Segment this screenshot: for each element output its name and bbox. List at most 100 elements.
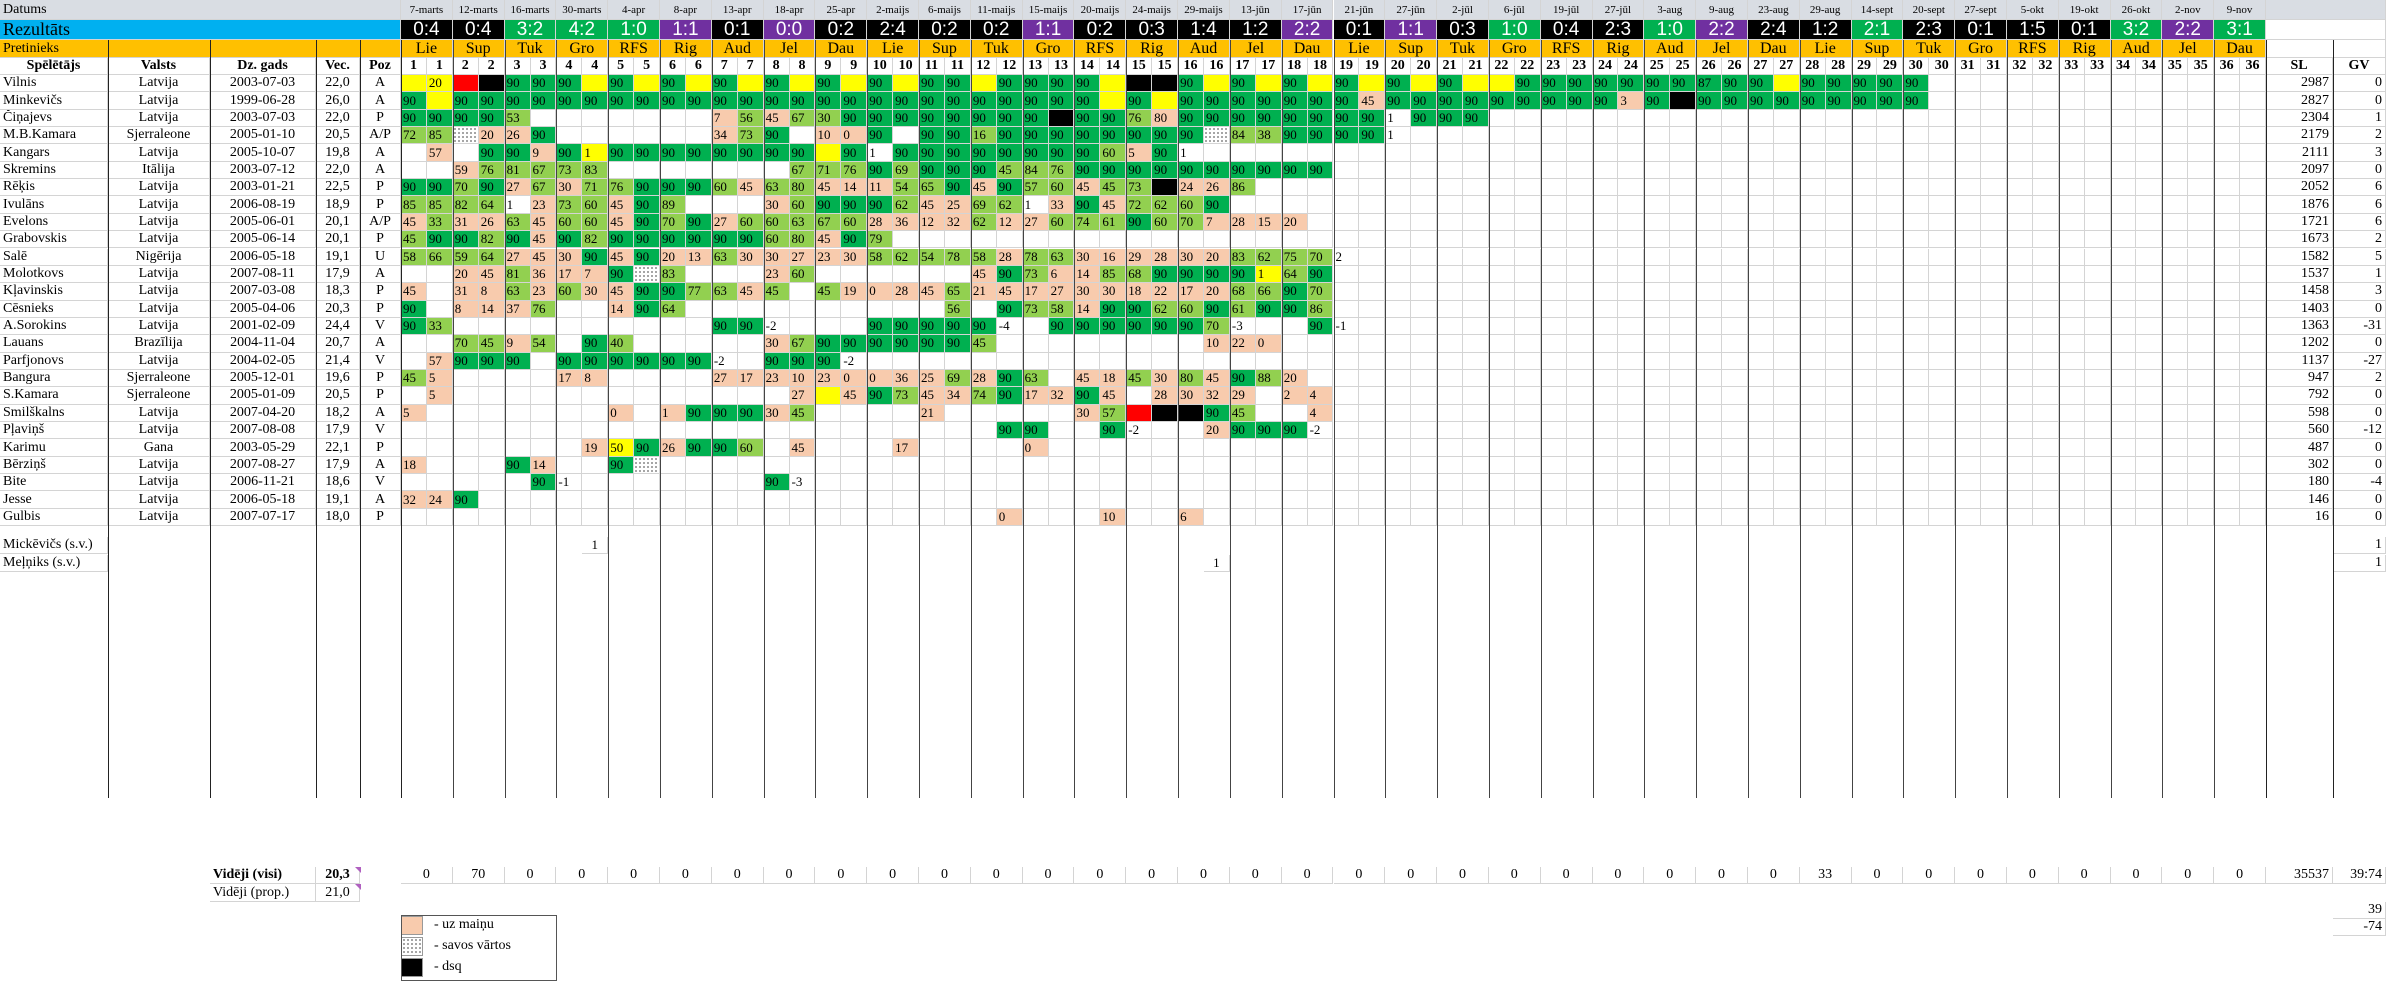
appearance-cell[interactable]: 60: [763, 213, 790, 232]
appearance-cell[interactable]: 90: [1074, 317, 1101, 336]
appearance-cell[interactable]: 90: [660, 352, 686, 370]
appearance-cell[interactable]: 90: [970, 109, 997, 128]
appearance-cell[interactable]: 90: [1152, 144, 1179, 162]
appearance-cell[interactable]: 84: [1229, 127, 1256, 145]
appearance-cell[interactable]: 90: [685, 439, 712, 457]
appearance-cell[interactable]: 90: [1618, 75, 1645, 93]
appearance-cell[interactable]: 90: [634, 283, 661, 301]
appearance-cell[interactable]: 76: [608, 179, 635, 197]
appearance-cell[interactable]: 85: [1100, 265, 1127, 284]
appearance-cell[interactable]: 86: [1307, 300, 1334, 318]
appearance-cell[interactable]: 90: [1670, 75, 1697, 93]
appearance-cell[interactable]: 14: [608, 300, 635, 318]
appearance-cell[interactable]: 90: [685, 404, 712, 422]
appearance-cell[interactable]: 45: [1100, 196, 1127, 214]
appearance-cell[interactable]: 90: [1100, 109, 1127, 128]
appearance-cell[interactable]: 65: [944, 283, 971, 301]
appearance-cell[interactable]: 90: [1385, 92, 1412, 110]
appearance-cell[interactable]: 90: [867, 75, 894, 93]
match-date[interactable]: 9-nov: [2214, 0, 2266, 20]
appearance-cell[interactable]: 30: [763, 335, 790, 353]
appearance-cell[interactable]: 5: [401, 404, 427, 422]
appearance-cell[interactable]: 21: [919, 404, 945, 422]
appearance-cell[interactable]: 90: [1048, 75, 1075, 93]
appearance-cell[interactable]: 90: [556, 352, 583, 370]
appearance-cell[interactable]: 90: [737, 404, 764, 422]
appearance-cell[interactable]: 80: [789, 231, 816, 249]
appearance-cell[interactable]: 58: [970, 248, 997, 266]
appearance-cell[interactable]: 90: [893, 109, 920, 128]
appearance-cell[interactable]: 90: [763, 352, 790, 370]
appearance-cell[interactable]: 14: [841, 179, 868, 197]
match-date[interactable]: 8-apr: [660, 0, 712, 20]
appearance-cell[interactable]: 90: [1048, 317, 1075, 336]
player-name[interactable]: Vilnis: [0, 75, 108, 93]
appearance-cell[interactable]: 79: [867, 231, 894, 249]
appearance-cell[interactable]: [970, 75, 997, 93]
appearance-cell[interactable]: 64: [478, 196, 505, 214]
appearance-cell[interactable]: 90: [1333, 109, 1360, 128]
appearance-cell[interactable]: 30: [815, 109, 842, 128]
match-date[interactable]: 5-okt: [2006, 0, 2059, 20]
appearance-cell[interactable]: 90: [1100, 161, 1127, 180]
appearance-cell[interactable]: 27: [1048, 283, 1075, 301]
appearance-cell[interactable]: 45: [996, 283, 1023, 301]
appearance-cell[interactable]: 90: [841, 231, 868, 249]
appearance-cell[interactable]: 25: [919, 369, 945, 388]
appearance-cell[interactable]: 73: [556, 161, 583, 180]
appearance-cell[interactable]: 15: [1255, 213, 1282, 232]
appearance-cell[interactable]: 30: [582, 283, 609, 301]
appearance-cell[interactable]: 90: [711, 92, 738, 110]
appearance-cell[interactable]: 90: [1074, 387, 1101, 405]
appearance-cell[interactable]: 1: [1178, 144, 1204, 162]
appearance-cell[interactable]: 90: [1048, 92, 1075, 110]
appearance-cell[interactable]: 90: [478, 352, 505, 370]
appearance-cell[interactable]: [1100, 92, 1127, 110]
column-header-speletajs[interactable]: Spēlētājs: [0, 58, 108, 75]
appearance-cell[interactable]: 90: [452, 352, 479, 370]
appearance-cell[interactable]: 45: [996, 161, 1023, 180]
appearance-cell[interactable]: 90: [1255, 422, 1282, 440]
appearance-cell[interactable]: 63: [504, 283, 531, 301]
appearance-cell[interactable]: 66: [1255, 283, 1282, 301]
appearance-cell[interactable]: 0: [867, 283, 894, 301]
appearance-cell[interactable]: 23: [530, 196, 557, 214]
appearance-cell[interactable]: 60: [556, 213, 583, 232]
appearance-cell[interactable]: 90: [1877, 75, 1904, 93]
appearance-cell[interactable]: 90: [944, 75, 971, 93]
appearance-cell[interactable]: 2: [1281, 387, 1308, 405]
appearance-cell[interactable]: [478, 75, 505, 93]
appearance-cell[interactable]: 90: [1255, 109, 1282, 128]
appearance-cell[interactable]: 90: [919, 92, 945, 110]
appearance-cell[interactable]: 90: [867, 127, 894, 145]
appearance-cell[interactable]: 0: [841, 369, 868, 388]
player-name[interactable]: Bite: [0, 474, 108, 492]
appearance-cell[interactable]: 36: [893, 213, 920, 232]
appearance-cell[interactable]: 90: [1203, 404, 1230, 422]
appearance-cell[interactable]: 90: [452, 491, 479, 509]
match-date[interactable]: 24-maijs: [1126, 0, 1179, 20]
appearance-cell[interactable]: 34: [944, 387, 971, 405]
appearance-cell[interactable]: 1: [1385, 127, 1412, 145]
appearance-cell[interactable]: 27: [789, 387, 816, 405]
appearance-cell[interactable]: 90: [504, 92, 531, 110]
appearance-cell[interactable]: 90: [867, 92, 894, 110]
appearance-cell[interactable]: 90: [1074, 196, 1101, 214]
appearance-cell[interactable]: 23: [815, 248, 842, 266]
appearance-cell[interactable]: 90: [1644, 75, 1671, 93]
match-date[interactable]: 4-apr: [608, 0, 661, 20]
appearance-cell[interactable]: 28: [996, 248, 1023, 266]
appearance-cell[interactable]: 63: [789, 213, 816, 232]
appearance-cell[interactable]: 27: [504, 179, 531, 197]
appearance-cell[interactable]: 13: [685, 248, 712, 266]
appearance-cell[interactable]: 72: [1126, 196, 1153, 214]
appearance-cell[interactable]: 90: [1100, 317, 1127, 336]
appearance-cell[interactable]: [815, 387, 842, 405]
appearance-cell[interactable]: 14: [530, 456, 557, 475]
appearance-cell[interactable]: 86: [1229, 179, 1256, 197]
match-date[interactable]: 19-jūl: [1540, 0, 1593, 20]
appearance-cell[interactable]: 90: [893, 335, 920, 353]
appearance-cell[interactable]: 90: [1074, 92, 1101, 110]
appearance-cell[interactable]: 16: [1100, 248, 1127, 266]
appearance-cell[interactable]: 90: [841, 196, 868, 214]
